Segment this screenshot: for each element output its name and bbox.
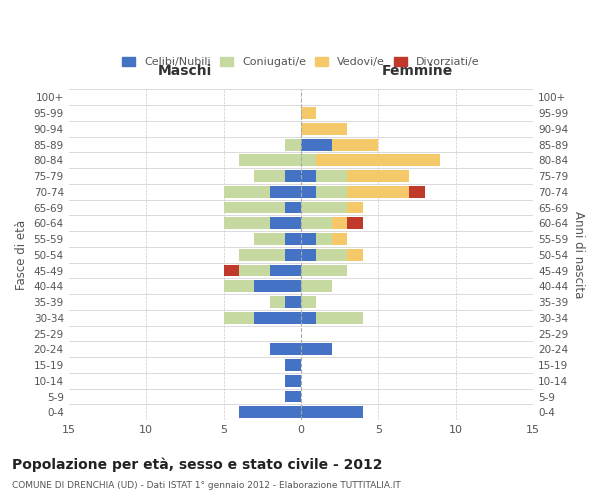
Bar: [347, 218, 363, 229]
Bar: [301, 154, 316, 166]
Bar: [301, 280, 332, 292]
Bar: [316, 233, 332, 245]
Bar: [270, 344, 301, 355]
Bar: [347, 202, 363, 213]
Bar: [270, 264, 301, 276]
Bar: [301, 406, 363, 418]
Bar: [224, 186, 270, 198]
Bar: [301, 170, 316, 182]
Y-axis label: Fasce di età: Fasce di età: [15, 220, 28, 290]
Bar: [254, 280, 301, 292]
Bar: [270, 186, 301, 198]
Bar: [301, 344, 332, 355]
Bar: [316, 170, 347, 182]
Bar: [286, 375, 301, 386]
Bar: [347, 249, 363, 260]
Bar: [224, 202, 286, 213]
Bar: [316, 154, 440, 166]
Bar: [332, 233, 347, 245]
Bar: [286, 390, 301, 402]
Bar: [409, 186, 425, 198]
Bar: [224, 280, 254, 292]
Text: COMUNE DI DRENCHIA (UD) - Dati ISTAT 1° gennaio 2012 - Elaborazione TUTTITALIA.I: COMUNE DI DRENCHIA (UD) - Dati ISTAT 1° …: [12, 481, 401, 490]
Bar: [301, 218, 332, 229]
Bar: [347, 186, 409, 198]
Bar: [301, 107, 316, 119]
Bar: [254, 312, 301, 324]
Bar: [286, 359, 301, 371]
Bar: [224, 312, 254, 324]
Bar: [224, 264, 239, 276]
Text: Popolazione per età, sesso e stato civile - 2012: Popolazione per età, sesso e stato civil…: [12, 458, 383, 472]
Bar: [286, 138, 301, 150]
Bar: [239, 264, 270, 276]
Bar: [286, 170, 301, 182]
Bar: [301, 264, 347, 276]
Bar: [301, 123, 347, 135]
Bar: [254, 170, 286, 182]
Text: Maschi: Maschi: [158, 64, 212, 78]
Bar: [270, 296, 286, 308]
Bar: [286, 296, 301, 308]
Bar: [316, 249, 347, 260]
Bar: [286, 249, 301, 260]
Text: Femmine: Femmine: [382, 64, 453, 78]
Bar: [286, 233, 301, 245]
Legend: Celibi/Nubili, Coniugati/e, Vedovi/e, Divorziati/e: Celibi/Nubili, Coniugati/e, Vedovi/e, Di…: [118, 52, 484, 72]
Bar: [332, 218, 347, 229]
Bar: [224, 218, 270, 229]
Y-axis label: Anni di nascita: Anni di nascita: [572, 211, 585, 298]
Bar: [301, 233, 316, 245]
Bar: [301, 138, 332, 150]
Bar: [239, 249, 286, 260]
Bar: [301, 186, 316, 198]
Bar: [301, 202, 347, 213]
Bar: [332, 138, 379, 150]
Bar: [270, 218, 301, 229]
Bar: [286, 202, 301, 213]
Bar: [301, 296, 316, 308]
Bar: [254, 233, 286, 245]
Bar: [316, 186, 347, 198]
Bar: [301, 249, 316, 260]
Bar: [301, 312, 316, 324]
Bar: [239, 154, 301, 166]
Bar: [316, 312, 363, 324]
Bar: [347, 170, 409, 182]
Bar: [239, 406, 301, 418]
